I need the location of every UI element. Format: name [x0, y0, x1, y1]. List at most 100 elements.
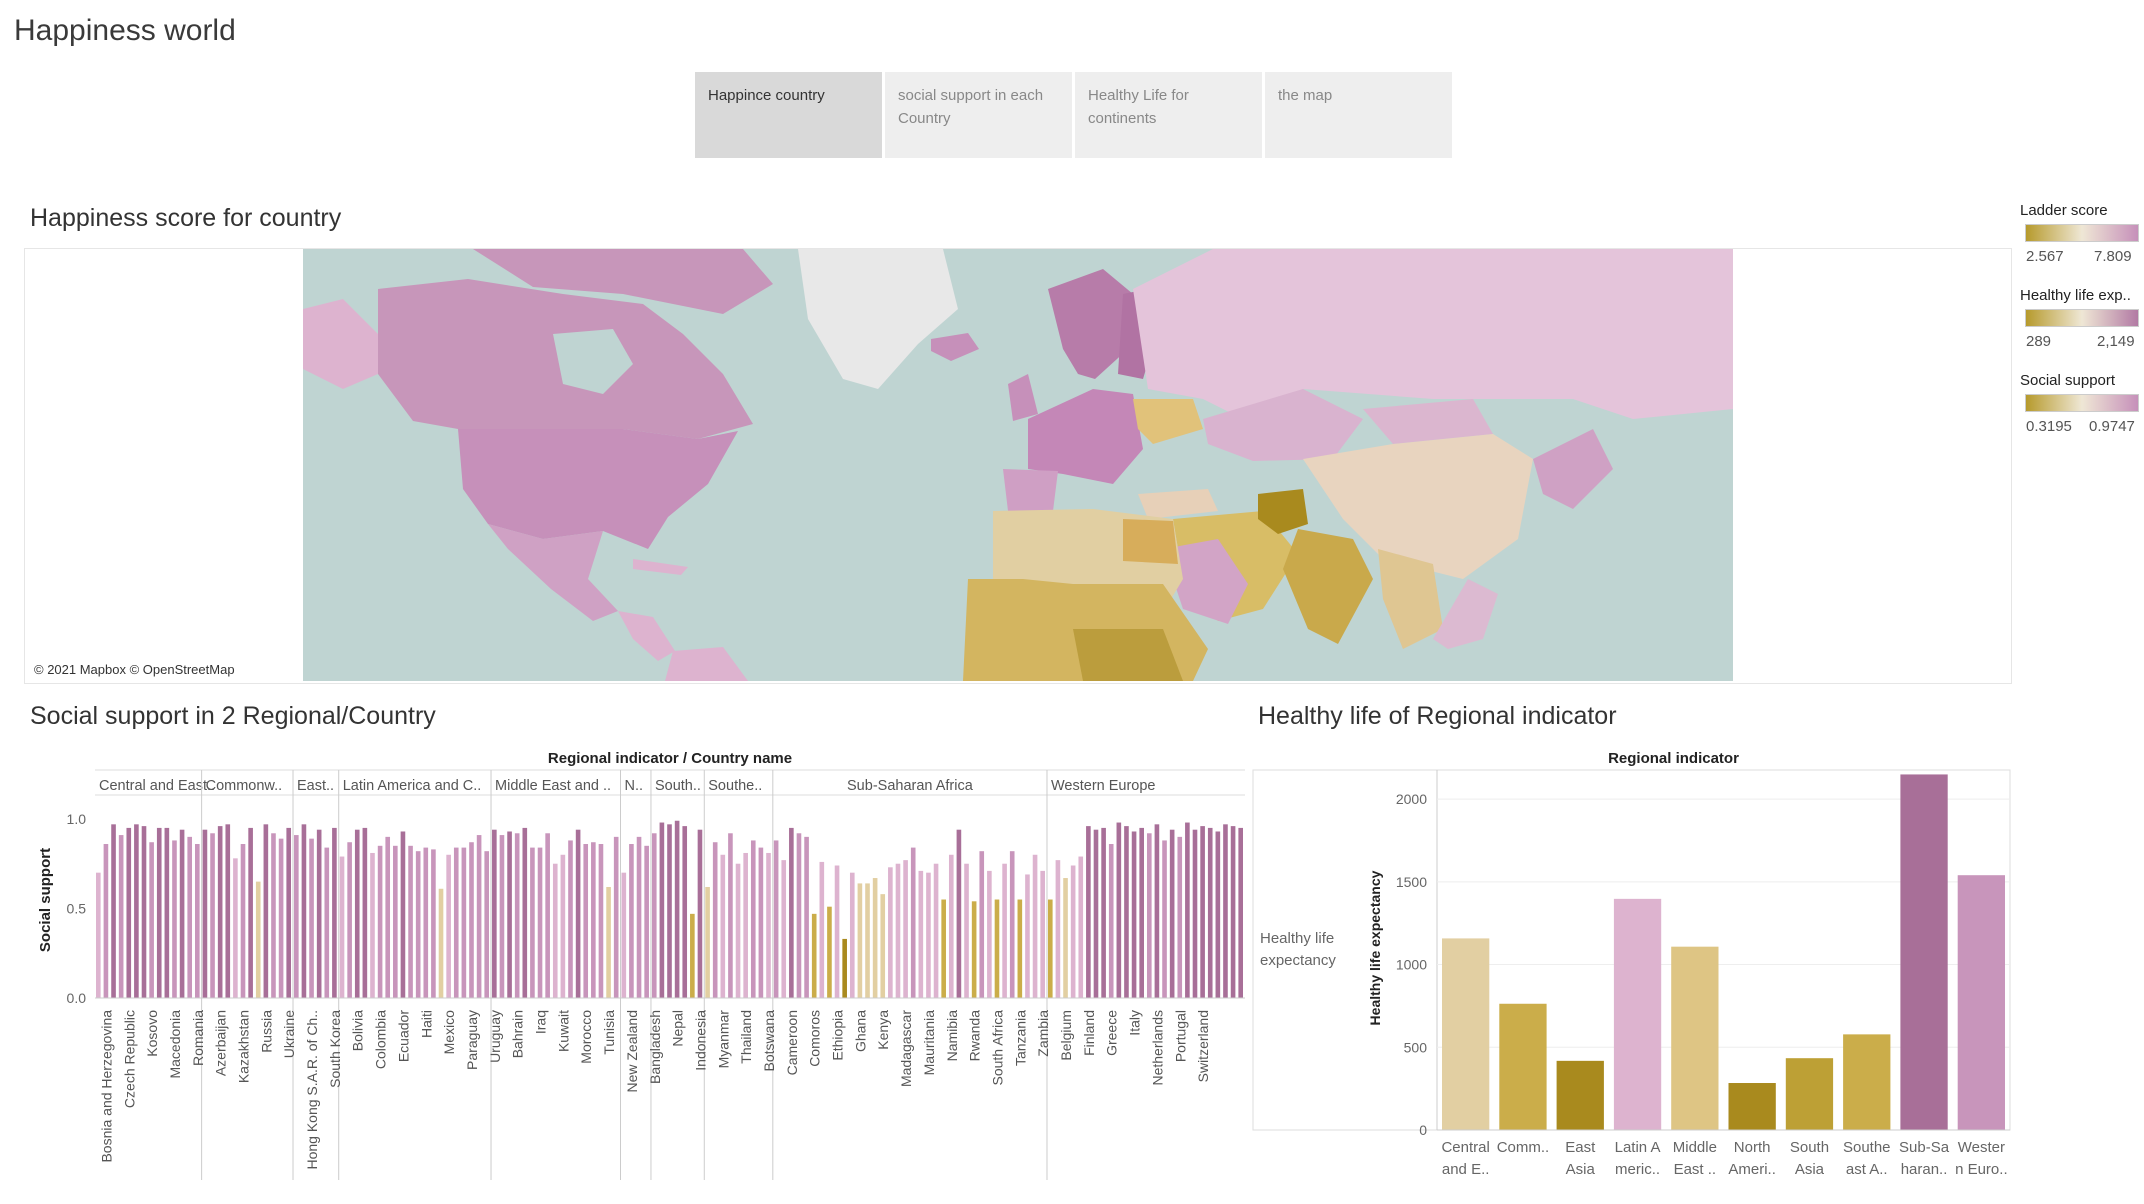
- bar-social-support[interactable]: [926, 872, 931, 998]
- bar-social-support[interactable]: [552, 863, 558, 998]
- bar-social-support[interactable]: [377, 845, 383, 998]
- bar-social-support[interactable]: [187, 836, 193, 998]
- bar-social-support[interactable]: [842, 938, 847, 998]
- bar-social-support[interactable]: [537, 847, 543, 998]
- bar-social-support[interactable]: [1086, 826, 1091, 998]
- bar-social-support[interactable]: [446, 854, 451, 998]
- bar-social-support[interactable]: [156, 827, 162, 998]
- bar-social-support[interactable]: [575, 829, 581, 998]
- bar-social-support[interactable]: [880, 894, 886, 998]
- bar-social-support[interactable]: [347, 842, 352, 998]
- mexico[interactable]: [488, 524, 618, 621]
- bar-social-support[interactable]: [811, 913, 817, 998]
- bar-social-support[interactable]: [1055, 860, 1061, 998]
- bar-social-support[interactable]: [484, 851, 490, 998]
- bar-social-support[interactable]: [629, 844, 634, 998]
- bar-social-support[interactable]: [598, 844, 604, 998]
- bar-social-support[interactable]: [1238, 827, 1243, 998]
- bar-social-support[interactable]: [354, 829, 360, 998]
- india[interactable]: [1283, 529, 1373, 644]
- bar-social-support[interactable]: [514, 833, 520, 998]
- bar-social-support[interactable]: [918, 870, 924, 998]
- bar-social-support[interactable]: [735, 863, 741, 998]
- bar-social-support[interactable]: [1230, 826, 1236, 998]
- uk[interactable]: [1008, 374, 1038, 421]
- social-support-chart[interactable]: Regional indicator / Country name 1.0 0.5 0…: [0, 740, 1250, 1204]
- bar-social-support[interactable]: [499, 835, 505, 998]
- bar-social-support[interactable]: [888, 867, 893, 998]
- south-america-north[interactable]: [665, 647, 748, 681]
- bar-social-support[interactable]: [225, 824, 231, 998]
- bar-social-support[interactable]: [834, 865, 840, 998]
- bar-social-support[interactable]: [408, 845, 413, 998]
- bar-social-support[interactable]: [415, 851, 421, 998]
- bar-social-support[interactable]: [118, 835, 124, 998]
- bar-social-support[interactable]: [103, 844, 109, 998]
- bar-social-support[interactable]: [96, 872, 101, 998]
- bar-social-support[interactable]: [895, 863, 901, 998]
- legend-bar-ladder[interactable]: [2025, 224, 2139, 242]
- bar-social-support[interactable]: [857, 883, 863, 998]
- world-map[interactable]: [303, 249, 1733, 681]
- bar-social-support[interactable]: [1116, 822, 1122, 998]
- bar-social-support[interactable]: [781, 860, 787, 998]
- cuba[interactable]: [633, 559, 688, 575]
- bar-social-support[interactable]: [1093, 829, 1099, 998]
- bar-social-support[interactable]: [560, 854, 566, 998]
- bar-social-support[interactable]: [1207, 827, 1213, 998]
- bar-social-support[interactable]: [758, 847, 764, 998]
- bar-social-support[interactable]: [1017, 899, 1023, 998]
- iberia[interactable]: [1003, 469, 1058, 511]
- europe-west[interactable]: [1028, 389, 1143, 484]
- bar-social-support[interactable]: [126, 827, 132, 998]
- bar-social-support[interactable]: [789, 827, 794, 998]
- bar-social-support[interactable]: [971, 901, 977, 998]
- bar-social-support[interactable]: [469, 842, 474, 998]
- bar-social-support[interactable]: [613, 836, 619, 998]
- bar-social-support[interactable]: [903, 860, 908, 998]
- bar-social-support[interactable]: [1169, 829, 1175, 998]
- bar-social-support[interactable]: [690, 913, 695, 998]
- bar-healthy-life[interactable]: [1785, 1058, 1834, 1130]
- ukraine[interactable]: [1133, 399, 1203, 444]
- bar-social-support[interactable]: [179, 829, 185, 998]
- bar-social-support[interactable]: [804, 836, 809, 998]
- alaska[interactable]: [303, 299, 378, 389]
- bar-social-support[interactable]: [987, 870, 992, 998]
- bar-social-support[interactable]: [667, 824, 672, 998]
- bar-social-support[interactable]: [1185, 822, 1190, 998]
- bar-social-support[interactable]: [697, 829, 703, 998]
- tab-happince-country[interactable]: Happince country: [695, 72, 882, 158]
- bar-social-support[interactable]: [263, 824, 269, 998]
- bar-social-support[interactable]: [606, 886, 611, 998]
- legend-bar-health[interactable]: [2025, 309, 2139, 327]
- bar-social-support[interactable]: [362, 827, 368, 998]
- bar-social-support[interactable]: [682, 826, 688, 998]
- bar-social-support[interactable]: [1002, 863, 1007, 998]
- bar-social-support[interactable]: [370, 852, 375, 998]
- bar-social-support[interactable]: [545, 833, 550, 998]
- bar-social-support[interactable]: [530, 847, 535, 998]
- bar-social-support[interactable]: [233, 858, 238, 998]
- bar-social-support[interactable]: [1101, 827, 1106, 998]
- bar-healthy-life[interactable]: [1556, 1060, 1604, 1130]
- bar-social-support[interactable]: [1146, 833, 1152, 998]
- bar-social-support[interactable]: [1192, 829, 1198, 998]
- bar-social-support[interactable]: [217, 826, 223, 998]
- bar-social-support[interactable]: [1139, 827, 1144, 998]
- bar-social-support[interactable]: [1040, 870, 1045, 998]
- usa[interactable]: [458, 429, 738, 549]
- bar-social-support[interactable]: [492, 829, 497, 998]
- bar-social-support[interactable]: [910, 847, 916, 998]
- tab-social-support[interactable]: social support in each Country: [885, 72, 1072, 158]
- bar-healthy-life[interactable]: [1728, 1083, 1776, 1130]
- scandinavia[interactable]: [1048, 269, 1133, 379]
- bar-social-support[interactable]: [1009, 851, 1015, 998]
- bar-social-support[interactable]: [400, 831, 406, 998]
- bar-social-support[interactable]: [568, 840, 573, 998]
- bar-social-support[interactable]: [728, 833, 733, 998]
- bar-social-support[interactable]: [1070, 865, 1076, 998]
- bar-social-support[interactable]: [316, 829, 322, 998]
- bar-social-support[interactable]: [461, 847, 467, 998]
- tab-healthy-life[interactable]: Healthy Life for continents: [1075, 72, 1262, 158]
